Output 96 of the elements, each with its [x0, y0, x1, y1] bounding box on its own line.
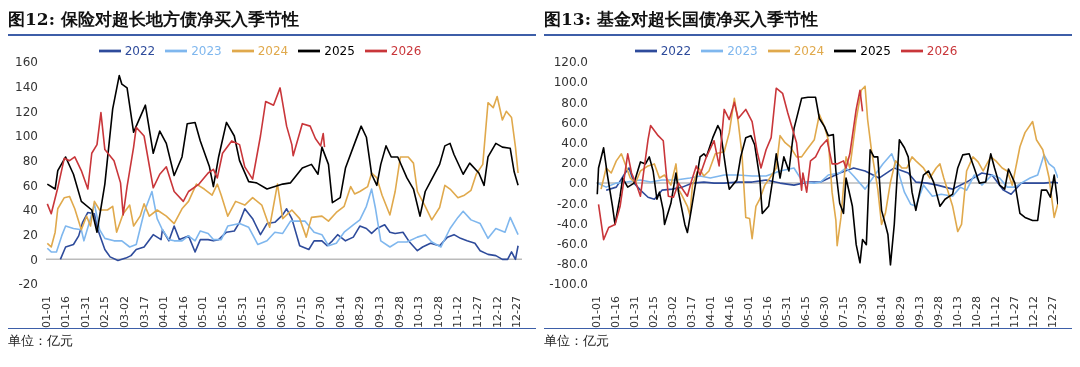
chart-title: 图12: 保险对超长地方债净买入季节性: [8, 8, 536, 36]
x-tick-label: 04-16: [722, 296, 736, 328]
x-tick-label: 02-15: [646, 296, 660, 328]
y-tick-label: 0: [30, 252, 38, 267]
x-tick-label: 10-13: [412, 296, 426, 328]
x-tick-label: 12-12: [1027, 296, 1041, 328]
x-tick-label: 02-15: [98, 296, 112, 328]
y-tick-label: -100.0: [549, 277, 588, 292]
x-tick-label: 09-13: [372, 296, 386, 328]
text: 单位：亿元: [544, 333, 609, 348]
x-tick-label: 08-14: [875, 296, 889, 328]
y-tick-label: 120.0: [553, 55, 588, 70]
y-tick-label: 120: [15, 104, 38, 119]
x-tick-label: 01-16: [608, 296, 622, 328]
y-tick-label: 0.0: [568, 176, 588, 191]
x-tick-label: 01-01: [589, 296, 603, 328]
x-tick-label: 01-31: [627, 296, 641, 328]
x-tick-label: 05-16: [760, 296, 774, 328]
line-series: [596, 153, 1058, 208]
chart-title: 图13: 基金对超长国债净买入季节性: [544, 8, 1072, 36]
line-series: [46, 95, 519, 248]
x-tick-label: 09-28: [932, 296, 946, 328]
x-tick-label: 07-15: [837, 296, 850, 328]
y-tick-label: 40.0: [561, 135, 588, 150]
y-tick-label: -40.0: [556, 216, 588, 231]
y-tick-label: 100: [15, 129, 38, 144]
x-tick-label: 06-15: [255, 296, 269, 328]
x-tick-label: 06-15: [798, 296, 812, 328]
line-series: [597, 87, 864, 241]
y-tick-label: 20.0: [561, 156, 588, 171]
x-tick-label: 06-30: [817, 296, 831, 328]
y-tick-label: 60: [22, 178, 38, 193]
x-tick-label: 09-13: [913, 296, 927, 328]
x-tick-label: 07-30: [856, 296, 870, 328]
x-tick-label: 11-12: [989, 296, 1003, 328]
x-tick-label: 05-31: [779, 296, 793, 328]
legend-label: 2026: [390, 43, 422, 58]
x-tick-label: 08-29: [353, 296, 367, 328]
x-tick-label: 04-16: [176, 296, 190, 328]
y-tick-label: -20.0: [556, 196, 588, 211]
legend-label: 2023: [191, 43, 222, 58]
y-tick-label: 140: [15, 79, 38, 94]
legend-label: 2022: [660, 43, 692, 58]
x-tick-label: 05-31: [235, 296, 249, 328]
legend-label: 2022: [124, 43, 156, 58]
y-tick-label: -80.0: [556, 257, 588, 272]
x-tick-label: 07-15: [294, 296, 308, 328]
x-tick-label: 08-29: [894, 296, 908, 328]
x-tick-label: 03-17: [684, 296, 698, 328]
x-tick-label: 01-16: [59, 296, 73, 328]
legend-label: 2025: [860, 43, 891, 58]
x-tick-label: 07-30: [314, 296, 328, 328]
line-series: [46, 74, 519, 233]
x-tick-label: 10-13: [951, 296, 965, 328]
y-tick-label: -60.0: [556, 236, 588, 251]
x-tick-label: 03-02: [665, 296, 679, 328]
x-tick-label: 11-27: [1008, 296, 1022, 328]
x-tick-label: 05-01: [741, 296, 755, 328]
x-tick-label: 04-01: [703, 296, 717, 328]
x-tick-label: 05-16: [216, 296, 230, 328]
x-tick-label: 11-27: [471, 296, 485, 328]
legend-label: 2023: [727, 43, 758, 58]
x-tick-label: 12-12: [490, 296, 504, 328]
x-tick-label: 08-14: [333, 296, 347, 328]
line-series: [59, 207, 519, 262]
y-tick-label: 160: [15, 55, 38, 70]
line-series: [605, 167, 1058, 201]
legend-label: 2026: [926, 43, 958, 58]
line-series: [46, 188, 519, 253]
y-tick-label: 100.0: [553, 75, 588, 90]
x-tick-label: 10-28: [970, 296, 984, 328]
x-tick-label: 12-27: [1046, 296, 1060, 328]
legend-label: 2024: [793, 43, 825, 58]
line-series: [46, 87, 326, 216]
y-tick-label: -20: [18, 277, 38, 292]
x-tick-label: 12-27: [510, 296, 524, 328]
line-series: [600, 85, 1058, 247]
x-tick-label: 11-12: [451, 296, 465, 328]
x-tick-label: 09-28: [392, 296, 406, 328]
legend-label: 2024: [257, 43, 289, 58]
x-tick-label: 03-02: [117, 296, 131, 328]
x-tick-label: 04-01: [157, 296, 171, 328]
y-tick-label: 40: [22, 203, 38, 218]
y-tick-label: 60.0: [561, 115, 588, 130]
y-tick-label: 20: [22, 227, 38, 242]
line-series: [596, 96, 1058, 266]
y-tick-label: 80: [22, 153, 38, 168]
x-tick-label: 10-28: [431, 296, 445, 328]
text: 单位：亿元: [8, 333, 73, 348]
legend-label: 2025: [324, 43, 355, 58]
x-tick-label: 06-30: [274, 296, 288, 328]
y-tick-label: 80.0: [561, 95, 588, 110]
x-tick-label: 03-17: [137, 296, 151, 328]
x-tick-label: 01-01: [39, 296, 53, 328]
x-tick-label: 05-01: [196, 296, 210, 328]
x-tick-label: 01-31: [78, 296, 92, 328]
